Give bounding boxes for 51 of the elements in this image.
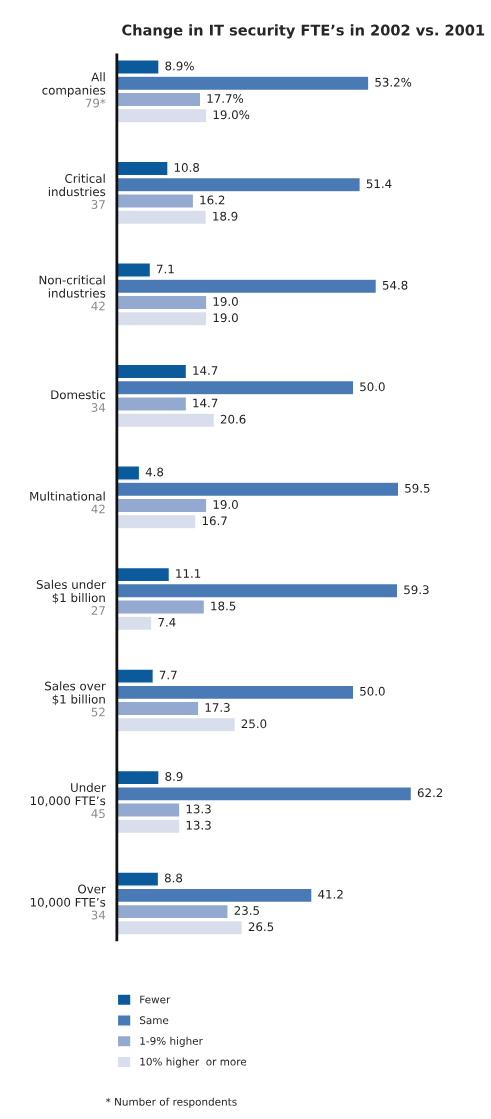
y-tick-label: Sales over $1 billion 52 (45, 681, 106, 717)
data-label: 23.5 (234, 906, 259, 915)
text: * Number of respondents (105, 1097, 237, 1108)
data-label: 19.0% (213, 110, 250, 120)
data-label: 59.3 (404, 585, 429, 595)
data-label: 50.0 (360, 686, 385, 696)
data-label: 17.3 (205, 703, 230, 712)
data-label: 14.7 (193, 398, 218, 408)
data-label: 14.7 (193, 366, 218, 375)
y-tick-label: Over 10,000 FTE’s 34 (30, 884, 106, 920)
data-label: 7.4 (158, 617, 176, 627)
data-label: 25.0 (241, 719, 267, 729)
data-label: 18.9 (213, 211, 238, 221)
data-label: 19.0 (213, 313, 238, 323)
y-tick-label: Under 10,000 FTE’s 45 (30, 782, 106, 818)
data-label: 41.2 (318, 889, 343, 899)
data-label: 10.8 (174, 163, 200, 172)
data-label: 16.2 (200, 195, 225, 205)
data-label: 7.1 (157, 264, 174, 274)
legend-label: Fewer (140, 995, 171, 1004)
y-tick-label: Domestic 34 (51, 390, 106, 412)
y-tick-label: Sales under $1 billion 27 (36, 579, 106, 615)
data-label: 16.7 (202, 516, 227, 526)
data-label: 54.8 (382, 280, 408, 290)
data-label: 8.9 (165, 772, 183, 781)
data-label: 26.5 (248, 922, 274, 932)
legend-label: 10% higher or more (140, 1057, 247, 1068)
data-label: 50.0 (360, 382, 385, 392)
data-label: 62.2 (417, 788, 443, 798)
y-tick-label: Non-critical industries 42 (39, 275, 106, 311)
data-label: 4.8 (145, 467, 164, 477)
data-label: 19.0 (213, 297, 238, 306)
data-label: 13.3 (186, 820, 211, 830)
legend-label: Same (139, 1016, 169, 1025)
data-label: 13.3 (186, 804, 211, 814)
data-label: 7.7 (159, 670, 177, 680)
y-tick-label: Multinational 42 (30, 491, 105, 514)
data-label: 53.2% (375, 77, 412, 87)
y-tick-label: Critical industries 37 (48, 173, 106, 209)
data-label: 11.1 (176, 569, 201, 578)
data-label: 59.5 (405, 483, 430, 493)
y-tick-label: All companies 79* (42, 72, 106, 108)
data-label: 17.7% (207, 93, 244, 103)
legend-label: 1-9% higher (140, 1036, 203, 1047)
data-label: 20.6 (220, 414, 246, 424)
data-label: 19.0 (213, 500, 238, 509)
chart-title: Change in IT security FTE’s in 2002 vs. 2001 (122, 24, 485, 39)
data-label: 8.9% (165, 61, 194, 71)
data-label: 8.8 (164, 873, 183, 883)
data-label: 51.4 (366, 179, 392, 189)
data-label: 18.5 (211, 601, 236, 611)
